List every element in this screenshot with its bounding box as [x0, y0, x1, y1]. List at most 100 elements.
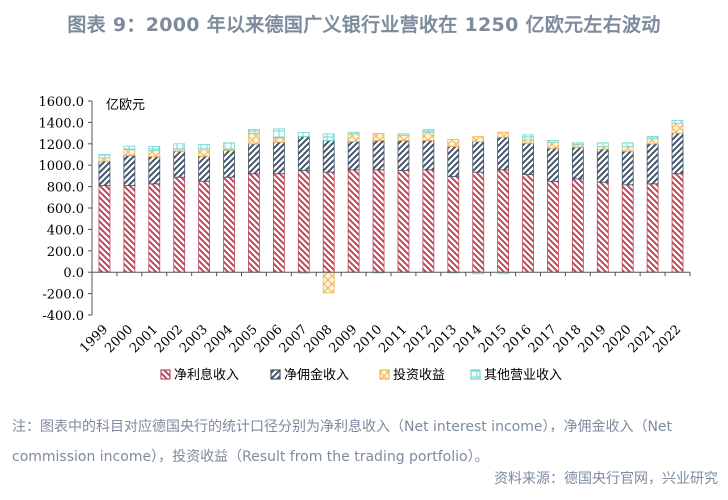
- x-tick-label: 2019: [576, 322, 610, 356]
- bar-segment-trading: [198, 148, 211, 157]
- bar-segment-trading: [447, 139, 460, 147]
- bar-segment-other: [198, 144, 211, 150]
- bar-stack-2016: [522, 134, 534, 273]
- bar-stack-2019: [596, 142, 609, 273]
- bar-stack-2009: [347, 131, 360, 273]
- bar-segment-other: [297, 132, 310, 137]
- y-tick-label: 1200.0: [39, 138, 85, 153]
- bar-stack-2000: [123, 145, 136, 273]
- bar-stack-1999: [98, 154, 111, 273]
- x-tick-label: 2009: [326, 322, 360, 356]
- bar-segment-net-interest: [123, 185, 136, 273]
- bar-segment-trading: [397, 134, 410, 141]
- bar-segment-trading: [621, 146, 634, 152]
- bar-segment-net-commission: [571, 146, 584, 180]
- bar-segment-trading: [372, 133, 385, 141]
- bar-segment-trading: [646, 138, 659, 145]
- legend-swatch: [379, 369, 390, 380]
- x-tick-label: 2015: [476, 322, 510, 356]
- bar-segment-net-interest: [621, 184, 634, 273]
- bar-stack-2014: [472, 136, 485, 275]
- bar-stack-2001: [148, 146, 161, 273]
- bar-segment-trading: [596, 146, 609, 150]
- legend-label: 其他营业收入: [484, 368, 562, 383]
- bar-stack-2021: [646, 136, 659, 273]
- bar-segment-other: [547, 140, 559, 143]
- bar-segment-net-commission: [297, 136, 310, 171]
- bar-segment-net-commission: [322, 140, 335, 173]
- bar-segment-net-commission: [447, 146, 460, 177]
- bar-segment-trading: [347, 133, 360, 142]
- x-tick-label: 2001: [127, 322, 161, 356]
- bar-stack-2007: [297, 132, 310, 274]
- y-tick-label: 1000.0: [39, 159, 85, 174]
- chart-note: 注：图表中的科目对应德国央行的统计口径分别为净利息收入（Net interest…: [12, 419, 673, 465]
- bar-segment-trading: [497, 131, 510, 138]
- bar-segment-other: [347, 131, 360, 135]
- x-tick-label: 2010: [351, 322, 385, 356]
- x-tick-label: 2012: [401, 322, 435, 356]
- bar-segment-net-commission: [646, 143, 659, 185]
- bar-segment-net-interest: [148, 183, 161, 273]
- x-tick-label: 2006: [252, 322, 286, 356]
- y-tick-label: 1600.0: [39, 95, 85, 110]
- y-axis: 1600.0 1400.0 1200.0 1000.0 800.0 600.0 400.0 2…: [39, 95, 93, 324]
- y-axis-unit-label: 亿欧元: [106, 98, 145, 113]
- bar-stack-2002: [173, 143, 186, 273]
- bar-segment-trading: [98, 157, 111, 162]
- bar-segment-net-interest: [297, 170, 310, 273]
- bar-stack-2012: [422, 129, 435, 273]
- bar-segment-net-interest: [347, 169, 360, 273]
- bar-segment-trading: [522, 139, 534, 144]
- y-tick-label: 400.0: [47, 223, 84, 238]
- bar-stack-2020: [621, 142, 634, 273]
- bar-segment-net-commission: [123, 155, 136, 186]
- bar-segment-net-commission: [497, 136, 510, 171]
- bar-segment-net-interest: [447, 176, 460, 273]
- bar-segment-other: [621, 142, 634, 147]
- bar-segment-net-interest: [547, 180, 559, 273]
- x-tick-label: 2000: [102, 322, 136, 356]
- bar-segment-trading: [472, 136, 485, 142]
- x-tick-label: 2011: [376, 322, 410, 356]
- bar-segment-trading: [322, 271, 335, 294]
- bar-segment-net-commission: [522, 142, 534, 175]
- bar-segment-net-interest: [596, 181, 609, 273]
- bar-stack-2005: [248, 129, 260, 273]
- bar-segment-other: [596, 142, 609, 147]
- bar-segment-net-commission: [347, 141, 360, 171]
- bars: [98, 120, 684, 294]
- bar-segment-net-interest: [198, 180, 211, 273]
- legend-swatch: [270, 369, 281, 380]
- x-tick-label: 2013: [426, 322, 460, 356]
- bar-segment-net-commission: [422, 140, 435, 171]
- bar-segment-net-commission: [596, 148, 609, 183]
- bar-stack-2006: [272, 128, 285, 273]
- bar-segment-net-commission: [472, 141, 485, 173]
- bar-segment-net-interest: [646, 183, 659, 273]
- y-tick-label: 0.0: [63, 266, 84, 281]
- y-tick-label: 600.0: [47, 202, 84, 217]
- bar-segment-other: [123, 145, 136, 150]
- bar-segment-net-interest: [522, 174, 534, 273]
- bar-stack-2022: [671, 120, 684, 273]
- bar-segment-other: [98, 154, 111, 159]
- bar-segment-other: [397, 133, 410, 136]
- x-tick-label: 2014: [451, 322, 485, 356]
- x-tick-label: 2017: [526, 322, 560, 356]
- bar-segment-trading: [671, 122, 684, 134]
- bar-segment-other: [173, 143, 186, 150]
- bar-segment-other: [223, 142, 235, 151]
- x-tick-label: 2016: [501, 322, 535, 356]
- bar-segment-trading: [248, 132, 260, 145]
- bar-stack-2017: [547, 140, 559, 273]
- bar-segment-other: [671, 120, 684, 124]
- x-tick-label: 2022: [650, 322, 684, 356]
- stacked-bar-chart: 1600.0 1400.0 1200.0 1000.0 800.0 600.0 400.0 2…: [39, 95, 691, 383]
- bar-segment-net-interest: [472, 171, 485, 273]
- x-tick-label: 2018: [551, 322, 585, 356]
- y-tick-label: -200.0: [42, 288, 84, 303]
- bar-segment-other: [272, 128, 285, 139]
- x-tick-label: 2008: [302, 322, 336, 356]
- bar-segment-net-commission: [621, 150, 634, 186]
